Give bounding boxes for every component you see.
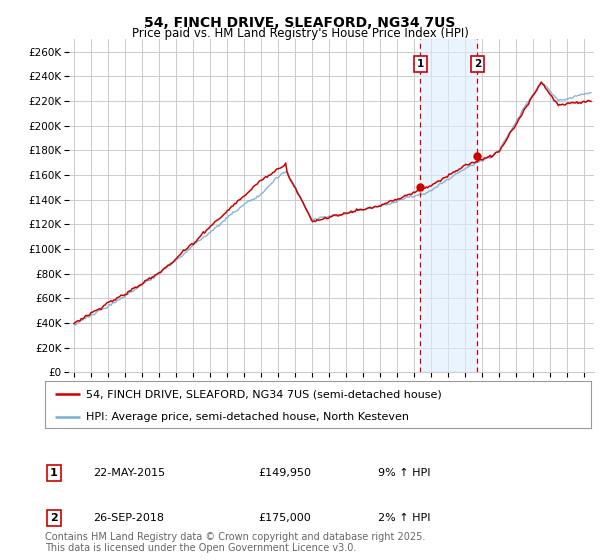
Text: £175,000: £175,000	[258, 513, 311, 523]
Text: 26-SEP-2018: 26-SEP-2018	[93, 513, 164, 523]
Text: 54, FINCH DRIVE, SLEAFORD, NG34 7US: 54, FINCH DRIVE, SLEAFORD, NG34 7US	[145, 16, 455, 30]
Text: 22-MAY-2015: 22-MAY-2015	[93, 468, 165, 478]
Text: 2: 2	[474, 59, 481, 69]
Text: Contains HM Land Registry data © Crown copyright and database right 2025.
This d: Contains HM Land Registry data © Crown c…	[45, 531, 425, 553]
Text: £149,950: £149,950	[258, 468, 311, 478]
Text: 2: 2	[50, 513, 58, 523]
Text: 9% ↑ HPI: 9% ↑ HPI	[378, 468, 431, 478]
Text: 54, FINCH DRIVE, SLEAFORD, NG34 7US (semi-detached house): 54, FINCH DRIVE, SLEAFORD, NG34 7US (sem…	[86, 389, 442, 399]
Text: Price paid vs. HM Land Registry's House Price Index (HPI): Price paid vs. HM Land Registry's House …	[131, 27, 469, 40]
Text: 1: 1	[50, 468, 58, 478]
Text: 2% ↑ HPI: 2% ↑ HPI	[378, 513, 431, 523]
Text: 1: 1	[417, 59, 424, 69]
Text: HPI: Average price, semi-detached house, North Kesteven: HPI: Average price, semi-detached house,…	[86, 412, 409, 422]
Bar	[421, 39, 478, 372]
